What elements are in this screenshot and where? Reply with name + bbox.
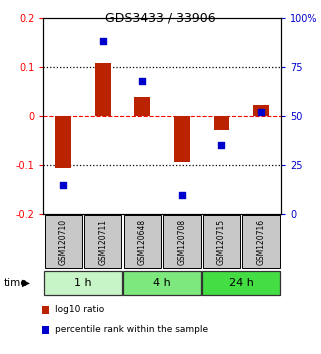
Bar [242, 215, 280, 268]
Text: GSM120715: GSM120715 [217, 218, 226, 265]
Bar [44, 271, 122, 295]
Text: 24 h: 24 h [229, 278, 254, 288]
Point [100, 39, 105, 44]
Bar [124, 215, 161, 268]
Bar [163, 215, 201, 268]
Point [219, 143, 224, 148]
Text: GSM120648: GSM120648 [138, 218, 147, 265]
Text: GSM120716: GSM120716 [256, 218, 265, 265]
Text: percentile rank within the sample: percentile rank within the sample [55, 325, 208, 335]
Text: GSM120710: GSM120710 [59, 218, 68, 265]
Bar [123, 271, 201, 295]
Bar [45, 215, 82, 268]
Text: ▶: ▶ [22, 278, 30, 288]
Bar [134, 97, 150, 116]
Bar [203, 215, 240, 268]
Bar [213, 116, 230, 130]
Text: GSM120711: GSM120711 [98, 219, 107, 264]
Bar [174, 116, 190, 162]
Bar [203, 271, 280, 295]
Text: time: time [4, 278, 28, 288]
Bar [55, 116, 71, 167]
Text: GSM120708: GSM120708 [178, 218, 187, 265]
Point [258, 109, 264, 115]
Text: 4 h: 4 h [153, 278, 171, 288]
Point [179, 192, 185, 198]
Text: 1 h: 1 h [74, 278, 92, 288]
Text: log10 ratio: log10 ratio [55, 305, 104, 314]
Point [140, 78, 145, 84]
Point [61, 182, 66, 188]
Text: GDS3433 / 33906: GDS3433 / 33906 [105, 11, 216, 24]
Bar [84, 215, 121, 268]
Bar [253, 105, 269, 116]
Bar [95, 63, 111, 116]
